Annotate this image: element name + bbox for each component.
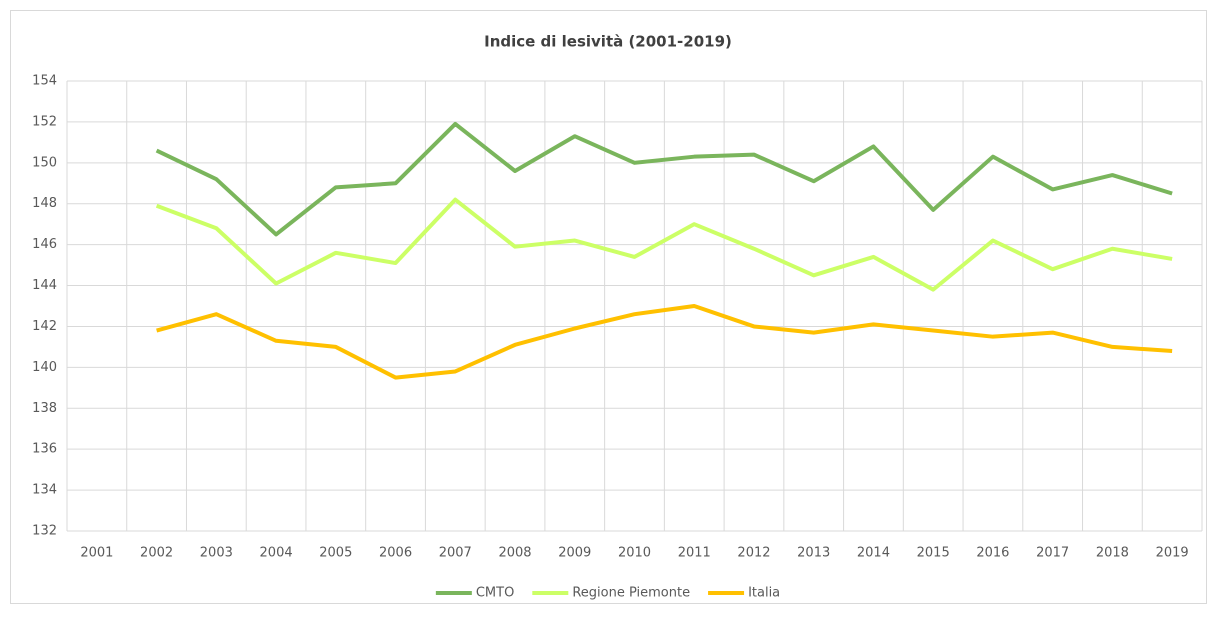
x-tick-label: 2019	[1156, 546, 1189, 561]
x-tick-label: 2017	[1036, 546, 1069, 561]
x-tick-label: 2011	[678, 546, 711, 561]
x-tick-label: 2007	[439, 546, 472, 561]
y-tick-label: 134	[32, 483, 57, 498]
x-tick-label: 2004	[260, 546, 293, 561]
y-tick-label: 136	[32, 442, 57, 457]
x-tick-label: 2012	[737, 546, 770, 561]
legend-label: Italia	[748, 586, 780, 601]
y-tick-label: 154	[32, 74, 57, 89]
x-tick-label: 2016	[976, 546, 1009, 561]
x-tick-label: 2015	[917, 546, 950, 561]
y-tick-label: 150	[32, 155, 57, 170]
legend-label: CMTO	[476, 586, 514, 601]
y-tick-label: 146	[32, 237, 57, 252]
x-tick-label: 2013	[797, 546, 830, 561]
y-tick-label: 140	[32, 360, 57, 375]
x-tick-label: 2006	[379, 546, 412, 561]
x-tick-label: 2014	[857, 546, 890, 561]
x-tick-label: 2003	[200, 546, 233, 561]
x-tick-label: 2001	[80, 546, 113, 561]
series-line	[155, 121, 1173, 237]
legend-label: Regione Piemonte	[572, 586, 690, 601]
y-tick-label: 148	[32, 196, 57, 211]
x-tick-label: 2018	[1096, 546, 1129, 561]
y-tick-label: 144	[32, 278, 57, 293]
series-line	[155, 197, 1173, 292]
x-tick-label: 2010	[618, 546, 651, 561]
y-tick-label: 142	[32, 319, 57, 334]
x-tick-label: 2002	[140, 546, 173, 561]
x-tick-label: 2008	[498, 546, 531, 561]
y-tick-label: 138	[32, 401, 57, 416]
x-tick-label: 2005	[319, 546, 352, 561]
x-tick-label: 2009	[558, 546, 591, 561]
series-line	[156, 304, 1173, 380]
y-tick-label: 132	[32, 524, 57, 539]
chart-title: Indice di lesività (2001-2019)	[484, 33, 732, 51]
chart-border	[10, 10, 1207, 604]
y-tick-label: 152	[32, 114, 57, 129]
